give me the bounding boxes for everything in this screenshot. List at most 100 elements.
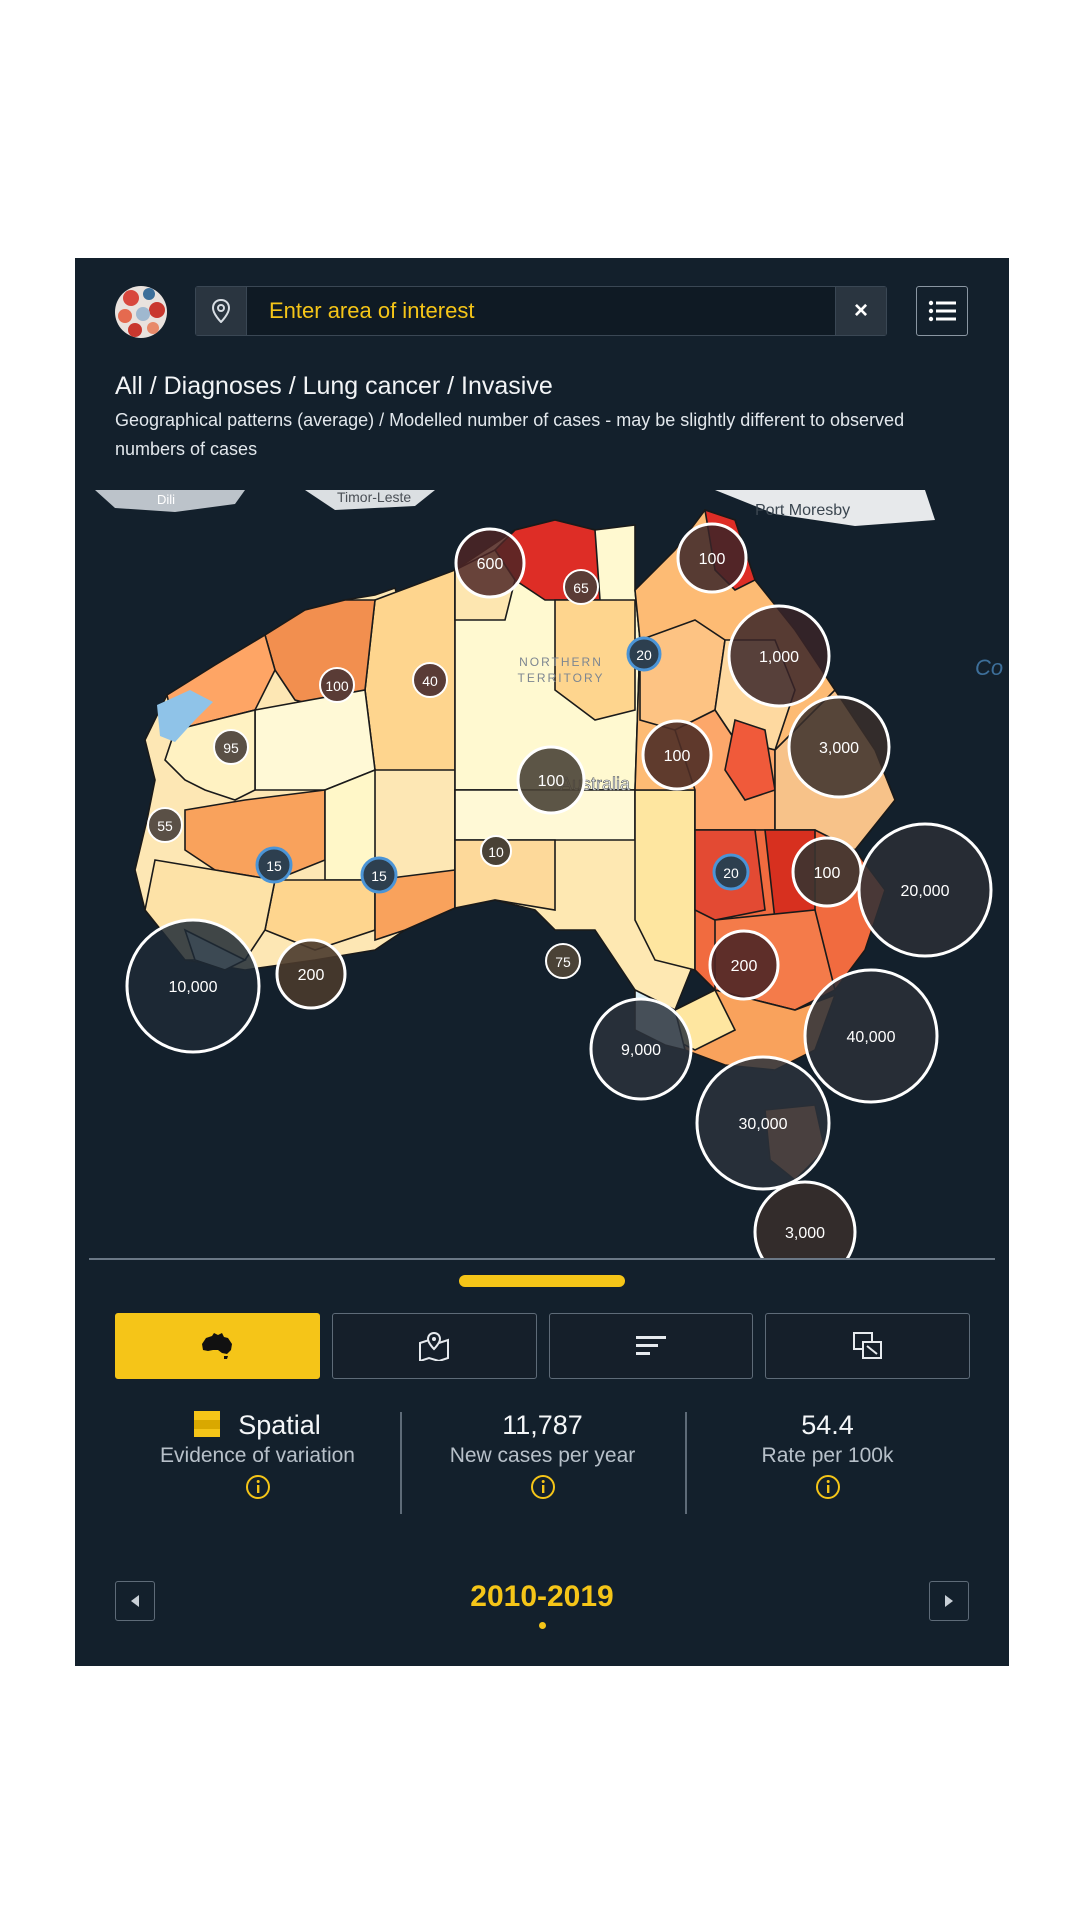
cluster-200-nsw[interactable]: 200 — [708, 929, 780, 1001]
svg-text:3,000: 3,000 — [785, 1225, 825, 1242]
cluster-15-west[interactable]: 15 — [255, 846, 293, 884]
tab-location-view[interactable] — [331, 1313, 537, 1379]
app-logo-icon[interactable] — [113, 284, 169, 340]
svg-text:9,000: 9,000 — [621, 1042, 661, 1059]
tab-map-view[interactable] — [115, 1313, 320, 1379]
svg-text:20: 20 — [723, 865, 739, 881]
cluster-40000[interactable]: 40,000 — [803, 968, 939, 1104]
cluster-100-nt[interactable]: 100 — [516, 745, 586, 815]
cluster-3000-tas[interactable]: 3,000 — [753, 1180, 857, 1260]
cluster-95[interactable]: 95 — [213, 729, 249, 765]
cluster-10000[interactable]: 10,000 — [125, 918, 261, 1054]
cluster-20-qld[interactable]: 20 — [712, 853, 750, 891]
australia-icon — [202, 1333, 233, 1359]
area-search: × — [195, 286, 887, 336]
view-tabs — [115, 1313, 970, 1379]
svg-text:95: 95 — [223, 740, 239, 756]
svg-text:15: 15 — [266, 858, 282, 874]
list-menu-icon — [928, 300, 956, 322]
cluster-100-coast[interactable]: 100 — [791, 836, 863, 908]
cluster-9000[interactable]: 9,000 — [589, 997, 693, 1101]
svg-text:15: 15 — [371, 868, 387, 884]
cluster-200-wa[interactable]: 200 — [275, 938, 347, 1010]
svg-text:75: 75 — [555, 954, 571, 970]
svg-text:40: 40 — [422, 673, 438, 689]
cluster-100-qld[interactable]: 100 — [641, 719, 713, 791]
cluster-10[interactable]: 10 — [480, 835, 512, 867]
cluster-1000[interactable]: 1,000 — [727, 604, 831, 708]
cluster-75[interactable]: 75 — [545, 943, 581, 979]
map-pin-icon — [419, 1331, 450, 1361]
map-subtitle: Geographical patterns (average) / Modell… — [115, 410, 905, 459]
svg-text:100: 100 — [664, 748, 691, 765]
map-divider — [89, 1258, 995, 1260]
map-label-edge: Co S — [975, 655, 1009, 680]
svg-text:200: 200 — [298, 967, 325, 984]
chevron-left-icon — [131, 1595, 139, 1607]
chevron-right-icon — [945, 1595, 953, 1607]
cluster-20-north[interactable]: 20 — [626, 636, 662, 672]
period-label: 2010-2019 — [470, 1580, 614, 1613]
stat-rate: 54.4 Rate per 100k — [685, 1408, 970, 1518]
info-icon[interactable] — [530, 1474, 556, 1500]
svg-text:40,000: 40,000 — [847, 1029, 896, 1046]
cluster-15-east[interactable]: 15 — [360, 856, 398, 894]
stat-spatial: Spatial Evidence of variation — [115, 1408, 400, 1518]
map-label-dili: Dili — [157, 492, 175, 507]
bar-chart-icon — [635, 1336, 666, 1355]
cluster-3000-qld[interactable]: 3,000 — [787, 695, 891, 799]
svg-text:100: 100 — [325, 678, 349, 694]
stat-rate-value: 54.4 — [801, 1410, 854, 1440]
svg-text:3,000: 3,000 — [819, 740, 859, 757]
next-period-button[interactable] — [929, 1581, 969, 1621]
svg-text:100: 100 — [814, 865, 841, 882]
cluster-65[interactable]: 65 — [563, 569, 599, 605]
svg-text:10,000: 10,000 — [169, 979, 218, 996]
map-label-timor: Timor-Leste — [337, 490, 411, 505]
svg-text:20: 20 — [636, 647, 652, 663]
svg-text:10: 10 — [488, 844, 504, 860]
svg-text:100: 100 — [538, 773, 565, 790]
stat-spatial-label: Evidence of variation — [160, 1444, 355, 1467]
previous-period-button[interactable] — [115, 1581, 155, 1621]
info-icon[interactable] — [815, 1474, 841, 1500]
cluster-600[interactable]: 600 — [454, 527, 526, 599]
menu-button[interactable] — [916, 286, 968, 336]
info-icon[interactable] — [245, 1474, 271, 1500]
stat-cases-value: 11,787 — [502, 1410, 583, 1440]
area-search-input[interactable] — [247, 287, 835, 335]
tab-bar-chart-view[interactable] — [548, 1313, 754, 1379]
cluster-30000[interactable]: 30,000 — [695, 1055, 831, 1191]
australia-map[interactable]: Dili Timor-Leste Port Moresby Co S — [75, 490, 1009, 1260]
stat-spatial-value: Spatial — [238, 1410, 321, 1440]
cluster-100-north[interactable]: 100 — [676, 522, 748, 594]
svg-text:100: 100 — [699, 551, 726, 568]
breadcrumb: All / Diagnoses / Lung cancer / Invasive — [115, 372, 553, 400]
stat-cases-label: New cases per year — [449, 1444, 636, 1467]
svg-text:600: 600 — [477, 556, 504, 573]
map-label-nt-1: NORTHERN — [519, 655, 603, 669]
compare-icon — [852, 1332, 882, 1359]
svg-text:30,000: 30,000 — [739, 1116, 788, 1133]
app-panel: × All / Diagnoses / Lung cancer / Invasi… — [75, 258, 1009, 1666]
cluster-40[interactable]: 40 — [412, 662, 448, 698]
svg-text:65: 65 — [573, 580, 589, 596]
svg-text:20,000: 20,000 — [901, 883, 950, 900]
panel-drag-handle[interactable] — [459, 1275, 625, 1287]
period-indicator-dot[interactable] — [539, 1622, 546, 1629]
summary-stats: Spatial Evidence of variation 11,787 New… — [115, 1408, 970, 1518]
clear-search-button[interactable]: × — [835, 287, 886, 335]
svg-text:1,000: 1,000 — [759, 649, 799, 666]
svg-text:55: 55 — [157, 818, 173, 834]
stat-cases: 11,787 New cases per year — [400, 1408, 685, 1518]
map-label-moresby: Port Moresby — [755, 502, 850, 519]
cluster-20000[interactable]: 20,000 — [857, 822, 993, 958]
svg-text:200: 200 — [731, 958, 758, 975]
tab-compare-view[interactable] — [765, 1313, 970, 1379]
cluster-100-wa[interactable]: 100 — [319, 667, 355, 703]
spatial-swatch — [194, 1411, 221, 1437]
map-label-nt-2: TERRITORY — [518, 671, 605, 685]
cluster-55[interactable]: 55 — [147, 807, 183, 843]
stat-rate-label: Rate per 100k — [761, 1444, 894, 1467]
location-pin-icon[interactable] — [196, 287, 247, 335]
